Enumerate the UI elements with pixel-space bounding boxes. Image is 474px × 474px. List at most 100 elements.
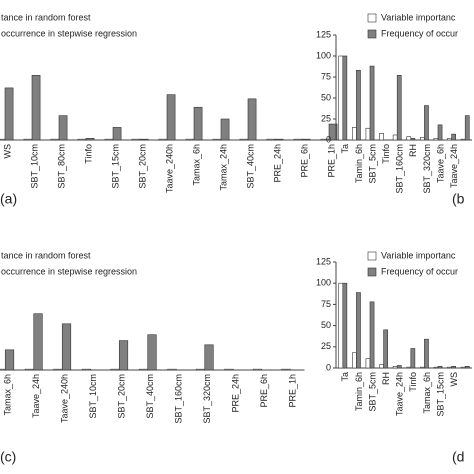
bar: [220, 118, 230, 141]
bar: [369, 301, 375, 369]
bar: [424, 105, 429, 141]
x-tick-label: Taave_24h: [395, 372, 405, 416]
bar: [420, 137, 425, 141]
bar: [118, 340, 129, 371]
bar: [0, 138, 6, 141]
bar: [406, 366, 412, 369]
x-tick-label: WS: [449, 372, 459, 387]
bar: [131, 138, 141, 141]
legend-label: tance in random forest: [1, 12, 91, 22]
y-tick-label: 125: [316, 256, 331, 266]
x-tick-label: Ta: [340, 372, 350, 382]
x-tick-label: SBT_5cm: [367, 144, 377, 184]
x-tick-label: SBT_40cm: [245, 144, 255, 189]
bar: [424, 338, 429, 369]
bar: [204, 344, 214, 371]
bar: [379, 364, 384, 369]
bar: [0, 368, 6, 371]
bar: [437, 124, 443, 141]
bar: [58, 115, 68, 141]
legend-label: Variable importanc: [381, 250, 456, 260]
bar: [460, 366, 466, 369]
y-tick-label: 100: [316, 278, 331, 288]
x-tick-label: RH: [381, 372, 391, 385]
x-tick-label: Taave_24h: [31, 374, 41, 418]
x-tick-label: SBT_15cm: [435, 372, 445, 417]
bar: [112, 127, 122, 141]
y-tick-label: 0: [326, 362, 331, 372]
x-tick-label: PRE_1h: [326, 144, 336, 178]
bar: [185, 138, 195, 141]
bar: [464, 366, 470, 369]
bar: [193, 106, 203, 141]
bar: [433, 138, 439, 141]
x-tick-label: Taave_6h: [435, 144, 445, 183]
x-tick-label: Tamax_24h: [218, 144, 228, 191]
x-tick-label: SBT_5cm: [367, 372, 377, 412]
bar: [369, 65, 375, 141]
bar: [61, 323, 72, 371]
legend-label: Variable importanc: [381, 12, 456, 22]
bar: [110, 368, 120, 371]
bar: [24, 368, 35, 371]
x-tick-label: Taave_240h: [164, 144, 174, 193]
x-tick-label: Tamin_6h: [354, 372, 364, 411]
bar: [247, 98, 257, 141]
bar: [460, 138, 466, 141]
bar: [406, 136, 412, 141]
bar: [4, 349, 15, 371]
x-tick-label: SBT_10cm: [29, 144, 39, 189]
bar: [464, 115, 470, 141]
bar: [81, 368, 92, 371]
bar: [437, 366, 443, 369]
legend-swatch: [367, 29, 377, 39]
x-tick-label: Taave_240h: [60, 374, 70, 423]
x-tick-label: PRE_24h: [272, 144, 282, 183]
x-tick-label: PRE_6h: [299, 144, 309, 178]
panel-label: (c): [0, 449, 16, 465]
bar: [392, 134, 398, 141]
x-tick-label: Tinfo: [381, 144, 391, 164]
bar: [23, 138, 33, 141]
legend-label: occurrence in stepwise regression: [1, 266, 137, 276]
bar: [420, 366, 425, 369]
bar: [138, 368, 149, 371]
panel-label: (a): [0, 191, 17, 207]
bar: [31, 75, 41, 141]
legend-swatch: [367, 251, 377, 261]
x-tick-label: Tamax_6h: [191, 144, 201, 186]
y-tick-label: 25: [321, 341, 331, 351]
y-tick-label: 50: [321, 320, 331, 330]
bar: [301, 138, 311, 141]
bar: [410, 138, 416, 141]
x-tick-label: SBT_15cm: [110, 144, 120, 189]
x-tick-label: SBT_20cm: [137, 144, 147, 189]
bar: [342, 55, 348, 141]
x-tick-label: SBT_20cm: [117, 374, 127, 419]
x-tick-label: SBT_160cm: [174, 374, 184, 424]
x-tick-label: SBT_320cm: [422, 144, 432, 194]
legend-label: Frequency of occur: [381, 28, 458, 38]
panel-label: (d: [452, 449, 464, 465]
bar: [383, 329, 388, 369]
bar: [396, 75, 402, 141]
y-tick-label: 125: [316, 29, 331, 39]
bar: [147, 334, 157, 371]
bar: [50, 138, 60, 141]
legend-label: Frequency of occur: [381, 266, 458, 276]
x-tick-label: SBT_80cm: [56, 144, 66, 189]
x-tick-label: Tamax_6h: [422, 372, 432, 414]
bar: [77, 138, 87, 141]
x-tick-label: SBT_10cm: [88, 374, 98, 419]
bar: [266, 138, 276, 141]
y-tick-label: 75: [321, 299, 331, 309]
x-tick-label: Ta: [340, 144, 350, 154]
x-tick-label: PRE_6h: [259, 374, 269, 408]
x-tick-label: PRE_24h: [231, 374, 241, 413]
bar: [365, 358, 371, 369]
x-tick-label: Tamin_6h: [354, 144, 364, 183]
bar: [410, 348, 416, 369]
x-tick-label: PRE_1h: [288, 374, 298, 408]
bar: [352, 127, 357, 141]
